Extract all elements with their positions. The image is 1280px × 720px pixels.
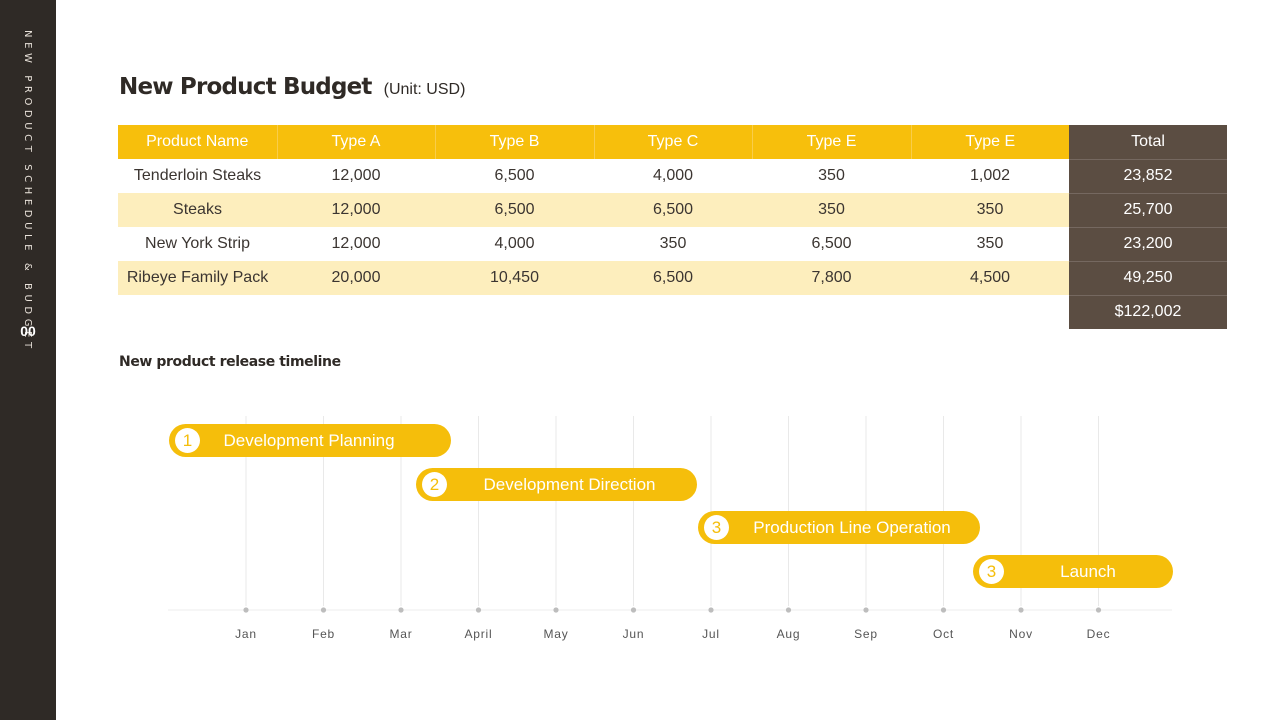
phase-label: Development Planning [223,431,395,450]
month-label: Dec [1086,627,1111,641]
table-cell: 4,500 [911,261,1069,295]
table-header-row: Product Name Type A Type B Type C Type E… [118,125,1227,159]
table-row: Tenderloin Steaks 12,000 6,500 4,000 350… [118,158,1227,193]
month-tick-dot [940,607,947,613]
page-number: 00 [20,323,36,339]
column-header: Type E [910,125,1069,159]
month-tick-dot [320,607,327,613]
table-cell: 12,000 [331,167,381,184]
column-header: Type E [751,125,911,159]
table-cell: 350 [659,235,687,252]
table-cell: 4,000 [494,235,535,252]
timeline-title: New product release timeline [119,354,341,370]
product-name-cell: New York Strip [145,235,250,252]
phase-bar-development-direction: 2 Development Direction [416,468,697,501]
column-header: Type C [593,125,752,159]
table-cell: 20,000 [277,261,435,295]
month-tick-dot [1018,607,1024,613]
sidebar-title: NEW PRODUCT SCHEDULE & BUDGET [22,30,33,353]
table-cell: 350 [911,193,1069,227]
product-name-cell: Tenderloin Steaks [133,167,262,184]
row-total-cell: 23,200 [1069,226,1227,261]
phase-label: Launch [1060,562,1116,581]
month-tick-dot [785,607,792,613]
row-total-cell: 49,250 [1069,260,1227,295]
table-cell: 350 [818,167,845,184]
grand-total-row: $122,002 [118,294,1227,329]
grand-total-cell: $122,002 [1069,294,1227,329]
month-tick-dot [475,607,482,613]
table-cell: 6,500 [811,235,852,252]
table-cell: 350 [752,193,911,227]
table-cell: 1,002 [969,167,1011,184]
month-tick-dot [398,607,404,613]
month-label: Mar [389,627,413,641]
month-label: Aug [776,627,801,641]
month-tick-dot [243,607,249,613]
phase-bar-launch: 3 Launch [973,555,1173,588]
table-cell: 6,500 [494,167,535,184]
month-tick-dot [863,607,869,613]
month-label: Sep [854,627,878,641]
month-tick-dot [1095,607,1102,613]
phase-number-badge: 3 [979,559,1004,584]
month-label: Oct [932,627,955,641]
month-label: Jul [702,627,720,641]
phase-label: Production Line Operation [753,518,951,537]
table-cell: 12,000 [277,193,435,227]
month-label: April [464,627,493,641]
table-cell: 6,500 [594,193,752,227]
table-cell: 12,000 [331,235,381,252]
budget-table: Product Name Type A Type B Type C Type E… [118,125,1227,329]
title-row: New Product Budget (Unit: USD) [119,74,465,100]
month-tick-dot [553,607,559,613]
sidebar: NEW PRODUCT SCHEDULE & BUDGET 00 [0,0,56,720]
table-cell: 350 [976,235,1004,252]
phase-bar-development-planning: 1 Development Planning [169,424,451,457]
phase-bar-production-line-operation: 3 Production Line Operation [698,511,980,544]
month-label: May [543,627,569,641]
month-tick-dot [708,607,714,613]
phase-number-badge: 3 [704,515,729,540]
row-total-cell: 25,700 [1069,192,1227,227]
column-header: Product Name [118,125,277,159]
phase-number-badge: 1 [175,428,200,453]
month-tick-dot [630,607,637,613]
table-cell: 6,500 [594,261,752,295]
phase-label: Development Direction [483,475,656,494]
product-name-cell: Ribeye Family Pack [118,261,277,295]
table-cell: 10,450 [435,261,594,295]
table-cell: 6,500 [435,193,594,227]
phase-number-badge: 2 [422,472,447,497]
column-header: Type A [276,125,435,159]
column-header: Type B [434,125,594,159]
table-row: New York Strip 12,000 4,000 350 6,500 35… [118,226,1227,261]
table-row: Steaks 12,000 6,500 6,500 350 350 25,700 [118,192,1227,227]
table-row: Ribeye Family Pack 20,000 10,450 6,500 7… [118,260,1227,295]
month-label: Jun [622,627,645,641]
unit-label: (Unit: USD) [383,81,466,98]
month-label: Jan [235,627,257,641]
page-title: New Product Budget [119,74,372,100]
month-label: Nov [1009,627,1033,641]
table-cell: 7,800 [752,261,911,295]
row-total-cell: 23,852 [1069,158,1227,193]
month-label: Feb [311,627,336,641]
table-cell: 4,000 [652,167,694,184]
total-column-header: Total [1069,125,1227,159]
product-name-cell: Steaks [118,193,277,227]
